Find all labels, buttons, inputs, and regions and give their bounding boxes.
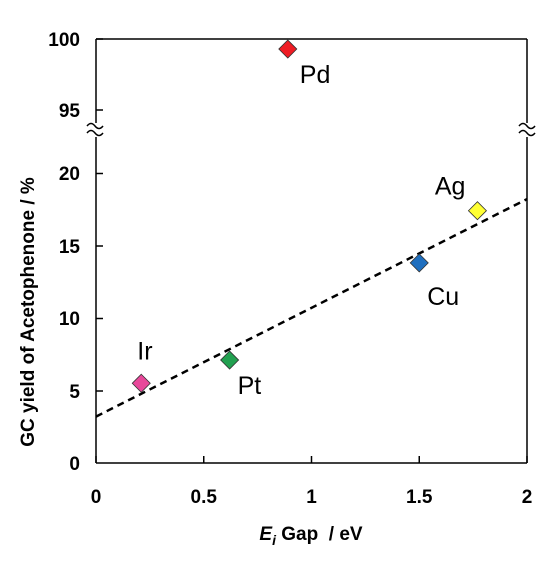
data-point-ir bbox=[131, 373, 151, 393]
y-tick-label: 20 bbox=[59, 164, 80, 185]
y-tick-label: 5 bbox=[69, 382, 80, 403]
trendline bbox=[95, 197, 528, 418]
data-points: Pd Ag Cu Pt Ir bbox=[131, 39, 488, 400]
data-point-ag bbox=[467, 201, 488, 221]
plot-frame bbox=[95, 38, 528, 464]
y-axis-title: GC yield of Acetophenone / % bbox=[18, 177, 39, 447]
x-axis-title-subscript: i bbox=[272, 532, 277, 548]
axis-break-left bbox=[86, 122, 104, 137]
y-tick-label: 10 bbox=[59, 309, 80, 330]
x-tick-label: 1 bbox=[306, 487, 317, 508]
y-tick-label: 100 bbox=[48, 30, 80, 51]
y-tick-label: 0 bbox=[69, 454, 80, 475]
data-label-pt: Pt bbox=[238, 372, 262, 400]
x-axis-ticks bbox=[95, 456, 528, 463]
data-point-pt bbox=[220, 350, 240, 370]
data-label-ir: Ir bbox=[137, 337, 152, 365]
x-axis-title: Ei Gap / eV bbox=[259, 524, 362, 548]
x-tick-labels: 0 0.5 1 1.5 2 bbox=[91, 487, 533, 508]
y-tick-label: 15 bbox=[59, 237, 81, 258]
y-tick-label: 95 bbox=[59, 101, 81, 122]
x-axis-title-text: Gap / eV bbox=[276, 524, 363, 545]
axis-break-right bbox=[518, 122, 536, 137]
x-tick-label: 0 bbox=[91, 487, 102, 508]
x-tick-label: 2 bbox=[522, 487, 533, 508]
data-label-cu: Cu bbox=[427, 283, 459, 311]
x-axis-title-symbol: E bbox=[259, 524, 273, 545]
y-axis-ticks bbox=[96, 38, 103, 392]
data-point-pd bbox=[278, 39, 298, 59]
x-tick-label: 0.5 bbox=[191, 487, 218, 508]
data-point-cu bbox=[409, 253, 429, 273]
data-label-ag: Ag bbox=[435, 173, 466, 201]
x-tick-label: 1.5 bbox=[406, 487, 433, 508]
data-label-pd: Pd bbox=[300, 61, 331, 89]
y-tick-labels: 0 5 10 15 20 95 100 bbox=[48, 30, 80, 475]
